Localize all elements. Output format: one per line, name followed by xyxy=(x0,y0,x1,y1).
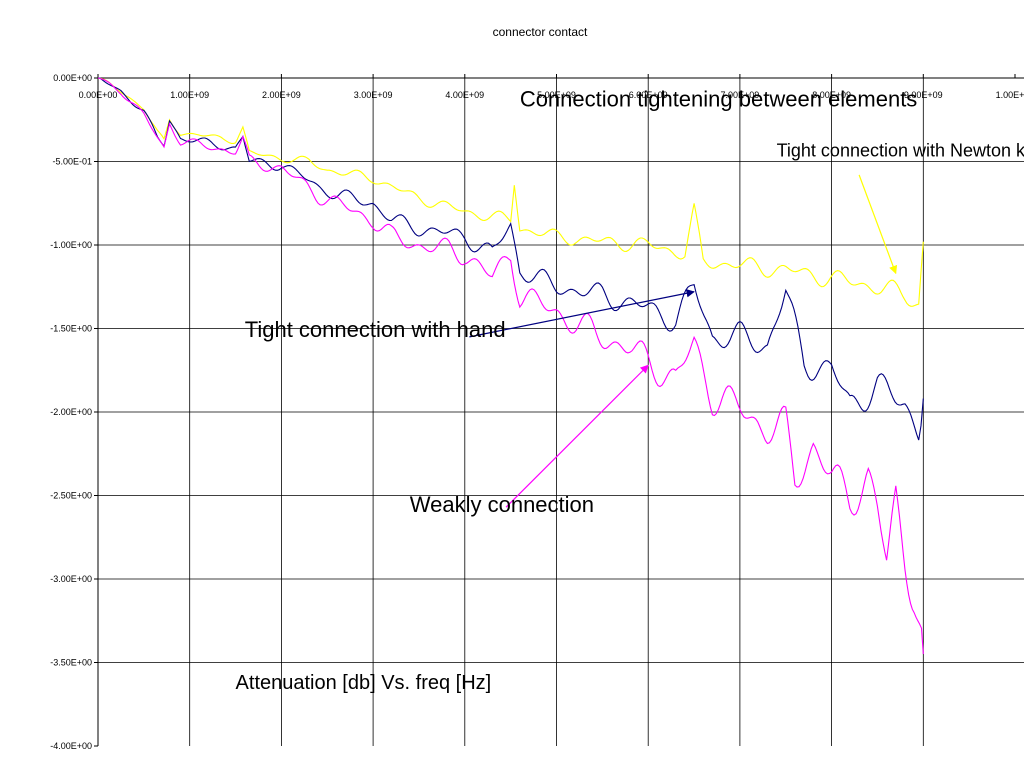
annotation-arrow xyxy=(469,289,695,338)
series-group xyxy=(97,77,924,655)
series-line-3 xyxy=(97,77,924,655)
x-tick-label: 4.00E+09 xyxy=(445,90,484,100)
annotation-label: Tight connection with Newton key xyxy=(777,140,1024,160)
y-tick-label: -4.00E+00 xyxy=(50,741,92,751)
y-tick-label: -2.00E+00 xyxy=(50,407,92,417)
y-tick-label: -3.00E+00 xyxy=(50,574,92,584)
annotations: Connection tightening between elements Ti… xyxy=(236,86,1024,694)
y-tick-label: -3.50E+00 xyxy=(50,658,92,668)
series-line-2 xyxy=(97,77,924,441)
x-tick-label: 2.00E+09 xyxy=(262,90,301,100)
y-tick-label: 0.00E+00 xyxy=(53,73,92,83)
series-line-1 xyxy=(97,77,924,307)
annotation-label: Attenuation [db] Vs. freq [Hz] xyxy=(236,672,492,694)
axes: 0.00E+00 1.00E+09 2.00E+09 3.00E+09 4.00E+09… xyxy=(50,73,1024,751)
y-tick-label: -1.50E+00 xyxy=(50,324,92,334)
grid xyxy=(98,78,1024,746)
x-tick-label: 7.00E+09 xyxy=(721,90,760,100)
x-tick-label: 6.00E+09 xyxy=(629,90,668,100)
y-tick-label: -1.00E+00 xyxy=(50,240,92,250)
x-tick-label: 0.00E+00 xyxy=(79,90,118,100)
x-tick-label: 1.00E+10 xyxy=(996,90,1024,100)
annotation-arrow xyxy=(858,174,898,275)
chart-title: connector contact xyxy=(493,25,588,39)
x-tick-label: 1.00E+09 xyxy=(170,90,209,100)
annotation-label: Weakly connection xyxy=(410,492,594,517)
y-tick-label: -2.50E+00 xyxy=(50,491,92,501)
x-tick-label: 3.00E+09 xyxy=(354,90,393,100)
annotation-label: Connection tightening between elements xyxy=(520,86,918,111)
x-tick-label: 9.00E+09 xyxy=(904,90,943,100)
y-tick-label: -5.00E-01 xyxy=(52,157,92,167)
annotation-label: Tight connection with hand xyxy=(245,317,506,342)
annotation-arrow xyxy=(505,364,649,508)
x-tick-label: 8.00E+09 xyxy=(812,90,851,100)
x-tick-label: 5.00E+09 xyxy=(537,90,576,100)
